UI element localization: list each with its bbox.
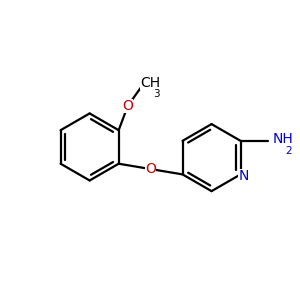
Text: NH: NH	[273, 132, 293, 146]
Text: CH: CH	[140, 76, 160, 90]
Text: O: O	[145, 162, 156, 176]
Text: 2: 2	[286, 146, 292, 156]
Text: 3: 3	[153, 89, 160, 99]
Text: O: O	[122, 99, 133, 113]
Text: N: N	[238, 169, 249, 183]
